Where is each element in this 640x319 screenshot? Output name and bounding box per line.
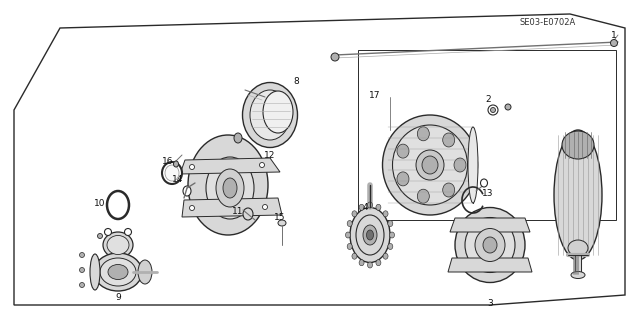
Ellipse shape <box>104 228 111 235</box>
Polygon shape <box>180 158 280 174</box>
Ellipse shape <box>206 157 254 219</box>
Ellipse shape <box>359 204 364 210</box>
Text: 16: 16 <box>163 158 173 167</box>
Ellipse shape <box>376 260 381 266</box>
Polygon shape <box>182 198 282 217</box>
Ellipse shape <box>138 260 152 284</box>
Ellipse shape <box>259 162 264 167</box>
Ellipse shape <box>243 208 253 220</box>
Ellipse shape <box>388 220 393 226</box>
Ellipse shape <box>90 254 100 290</box>
Text: 12: 12 <box>264 151 276 160</box>
Ellipse shape <box>331 53 339 61</box>
Ellipse shape <box>97 234 102 239</box>
Ellipse shape <box>383 211 388 217</box>
Ellipse shape <box>505 104 511 110</box>
Ellipse shape <box>350 207 390 263</box>
Ellipse shape <box>417 189 429 203</box>
Ellipse shape <box>347 243 352 249</box>
Ellipse shape <box>188 135 268 235</box>
Ellipse shape <box>367 230 374 240</box>
Polygon shape <box>450 218 530 232</box>
Ellipse shape <box>347 220 352 226</box>
Ellipse shape <box>173 161 179 167</box>
Ellipse shape <box>488 105 498 115</box>
Ellipse shape <box>443 183 454 197</box>
Ellipse shape <box>352 253 357 259</box>
Ellipse shape <box>189 165 195 169</box>
Text: 1: 1 <box>611 31 617 40</box>
Polygon shape <box>14 14 625 305</box>
Text: SE03-E0702A: SE03-E0702A <box>519 19 575 27</box>
Ellipse shape <box>390 232 394 238</box>
Ellipse shape <box>417 127 429 141</box>
Ellipse shape <box>468 127 478 203</box>
Ellipse shape <box>359 260 364 266</box>
Text: 14: 14 <box>172 175 184 184</box>
Ellipse shape <box>352 211 357 217</box>
Ellipse shape <box>234 133 242 143</box>
Ellipse shape <box>165 165 179 181</box>
Text: 17: 17 <box>369 91 381 100</box>
Ellipse shape <box>162 162 182 184</box>
Text: 4: 4 <box>362 204 368 212</box>
Ellipse shape <box>554 130 602 260</box>
Ellipse shape <box>223 178 237 198</box>
Ellipse shape <box>383 253 388 259</box>
Ellipse shape <box>571 271 585 278</box>
Ellipse shape <box>103 232 133 258</box>
Ellipse shape <box>243 83 298 147</box>
Ellipse shape <box>189 205 195 211</box>
Ellipse shape <box>262 204 268 210</box>
Ellipse shape <box>263 91 293 133</box>
Ellipse shape <box>278 220 286 226</box>
Polygon shape <box>448 258 532 272</box>
Ellipse shape <box>443 133 454 147</box>
Ellipse shape <box>183 186 191 196</box>
Ellipse shape <box>568 240 588 256</box>
Ellipse shape <box>363 225 377 245</box>
Ellipse shape <box>79 253 84 257</box>
Ellipse shape <box>250 90 290 140</box>
Ellipse shape <box>465 218 515 272</box>
Ellipse shape <box>346 232 351 238</box>
Ellipse shape <box>397 144 409 158</box>
Ellipse shape <box>356 215 384 255</box>
Text: 15: 15 <box>275 213 285 222</box>
Text: 2: 2 <box>485 95 491 105</box>
Ellipse shape <box>397 172 409 186</box>
Text: 3: 3 <box>487 299 493 308</box>
Ellipse shape <box>367 202 372 208</box>
Text: 13: 13 <box>483 189 493 197</box>
Ellipse shape <box>562 131 594 159</box>
Ellipse shape <box>107 191 129 219</box>
Ellipse shape <box>125 228 131 235</box>
Ellipse shape <box>216 169 244 207</box>
Ellipse shape <box>454 158 466 172</box>
Ellipse shape <box>481 179 488 187</box>
Ellipse shape <box>416 150 444 180</box>
Ellipse shape <box>107 235 129 255</box>
Ellipse shape <box>79 268 84 272</box>
Ellipse shape <box>483 237 497 253</box>
Ellipse shape <box>455 207 525 283</box>
Ellipse shape <box>490 108 495 113</box>
Text: 9: 9 <box>115 293 121 302</box>
Polygon shape <box>358 50 616 220</box>
Ellipse shape <box>611 40 618 47</box>
Text: 8: 8 <box>293 78 299 86</box>
Ellipse shape <box>388 243 393 249</box>
Ellipse shape <box>376 204 381 210</box>
Ellipse shape <box>422 156 438 174</box>
Text: 10: 10 <box>94 199 106 209</box>
Ellipse shape <box>392 125 467 205</box>
Ellipse shape <box>94 253 142 291</box>
Text: 11: 11 <box>232 207 244 217</box>
Ellipse shape <box>367 262 372 268</box>
Ellipse shape <box>475 228 505 262</box>
Ellipse shape <box>108 264 128 279</box>
Ellipse shape <box>383 115 477 215</box>
Ellipse shape <box>100 258 136 286</box>
Ellipse shape <box>79 283 84 287</box>
